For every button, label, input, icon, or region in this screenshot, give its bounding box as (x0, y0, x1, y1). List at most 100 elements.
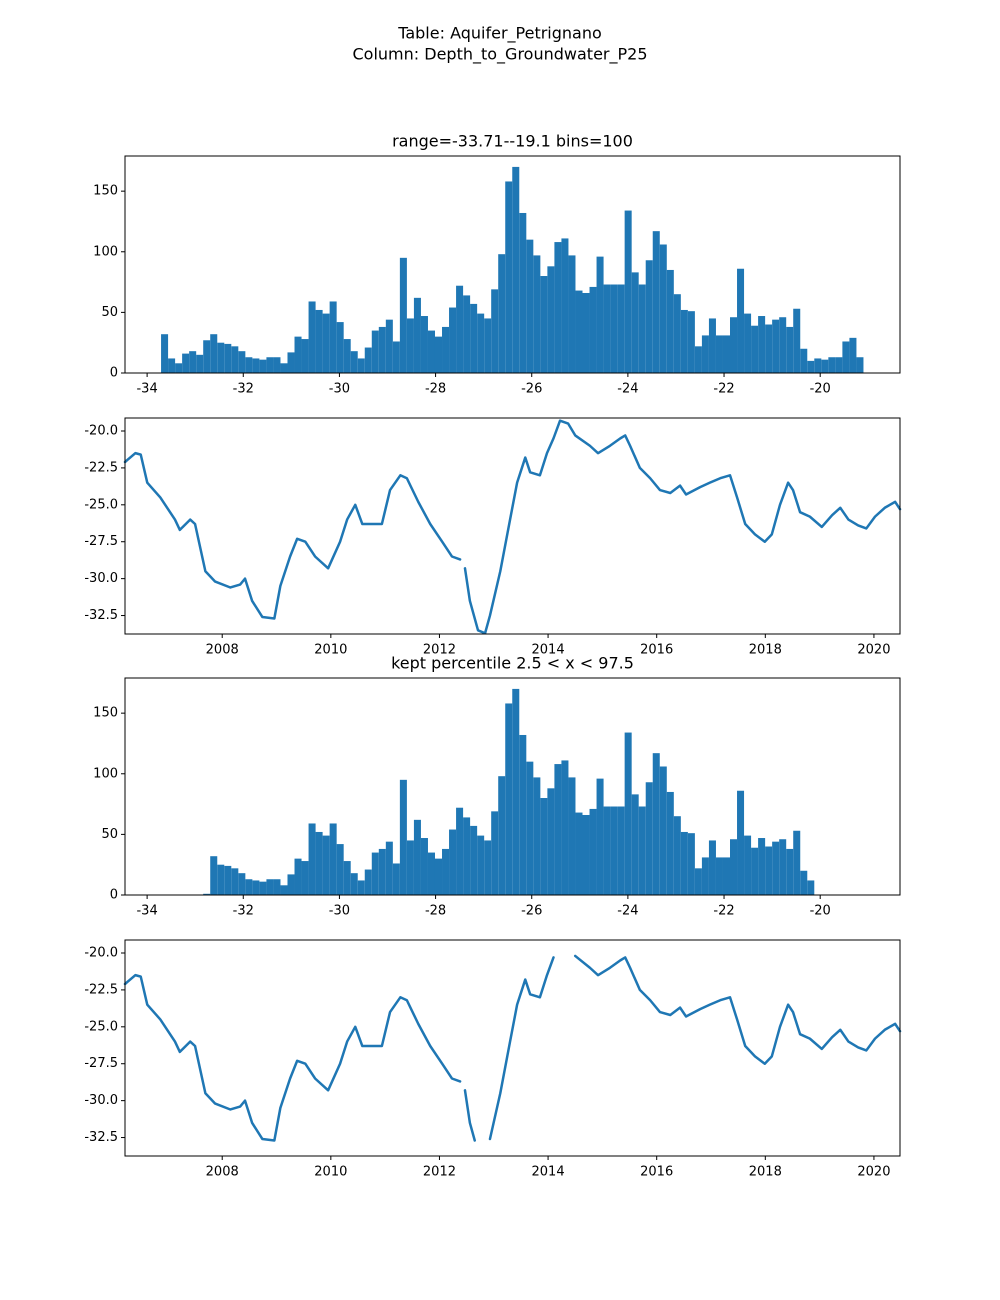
bar (701, 335, 709, 373)
bar (680, 309, 688, 373)
axes-frame (124, 417, 901, 635)
bar (758, 838, 766, 895)
bar (273, 357, 281, 373)
bar (652, 753, 660, 895)
x-tick-label: -24 (617, 382, 638, 397)
bar (427, 852, 435, 895)
y-tick-label: -27.5 (84, 534, 118, 549)
x-tick-label: -32 (233, 904, 254, 919)
bar (624, 732, 632, 895)
bar (371, 852, 379, 895)
bar (434, 336, 443, 373)
bar (666, 791, 674, 895)
bar (751, 325, 759, 373)
bar (406, 840, 414, 895)
bar (442, 326, 450, 373)
bar (786, 326, 794, 373)
bar (343, 861, 351, 895)
bar (821, 359, 829, 373)
bar (420, 838, 428, 895)
bar (638, 806, 646, 895)
bar (786, 848, 794, 895)
bar (807, 880, 815, 895)
bar (315, 831, 323, 895)
bar (491, 811, 499, 895)
bar (224, 865, 232, 895)
bar (477, 835, 485, 895)
bar (687, 833, 695, 895)
bar (575, 812, 583, 895)
bar (708, 318, 716, 373)
bar (575, 290, 583, 373)
bar (231, 868, 239, 895)
bar (554, 764, 562, 895)
x-tick-label: 2010 (314, 643, 347, 658)
bar (357, 358, 365, 373)
bar (399, 257, 407, 373)
x-tick-label: -26 (521, 382, 542, 397)
bar (259, 881, 267, 895)
figure-title: Table: Aquifer_Petrignano (397, 24, 602, 44)
bar (610, 806, 618, 895)
x-tick-label: 2018 (749, 643, 782, 658)
bar (505, 181, 513, 373)
bar (603, 284, 611, 373)
bar (722, 857, 731, 895)
bar (596, 778, 604, 895)
bar (807, 360, 815, 373)
bar (350, 351, 358, 373)
bar (406, 318, 414, 373)
bar (779, 839, 787, 895)
bar (526, 761, 534, 895)
bar (224, 343, 232, 373)
bar (708, 840, 716, 895)
bar (519, 734, 527, 895)
x-tick-label: 2016 (640, 643, 673, 658)
bar (687, 311, 695, 373)
bar (294, 336, 302, 373)
bar (413, 819, 421, 895)
y-tick-label: 50 (101, 305, 118, 320)
bar (287, 874, 295, 895)
bar (182, 353, 190, 373)
x-tick-label: 2020 (857, 1165, 890, 1180)
bar (694, 868, 702, 895)
bar (329, 301, 337, 373)
bar (231, 346, 239, 373)
bar (371, 330, 379, 373)
bar (217, 342, 225, 373)
bar (392, 863, 400, 895)
bar (294, 858, 302, 895)
y-tick-label: 150 (93, 184, 118, 199)
bar (392, 341, 400, 373)
bar (561, 238, 569, 373)
bar (519, 212, 527, 373)
bar (737, 790, 745, 895)
y-tick-label: 150 (93, 706, 118, 721)
y-tick-label: 100 (93, 244, 118, 259)
bar (617, 806, 625, 895)
bar (589, 286, 597, 373)
series-line (123, 954, 902, 1142)
axes-frame (124, 939, 901, 1157)
x-tick-label: 2016 (640, 1165, 673, 1180)
y-tick-label: 100 (93, 766, 118, 781)
x-tick-label: 2008 (206, 1165, 239, 1180)
bar (196, 354, 204, 373)
bar (399, 779, 407, 895)
bar (378, 848, 386, 895)
x-tick-label: -24 (617, 904, 638, 919)
bar (315, 309, 323, 373)
bar (463, 817, 471, 895)
bar (645, 260, 653, 373)
bar (561, 760, 569, 895)
bar (385, 319, 393, 373)
bar (484, 318, 492, 373)
bar (364, 869, 372, 895)
bar (547, 266, 555, 373)
bar (659, 766, 667, 895)
bar (715, 857, 723, 895)
bar (568, 255, 576, 373)
bar (793, 308, 801, 373)
bar (828, 357, 836, 373)
